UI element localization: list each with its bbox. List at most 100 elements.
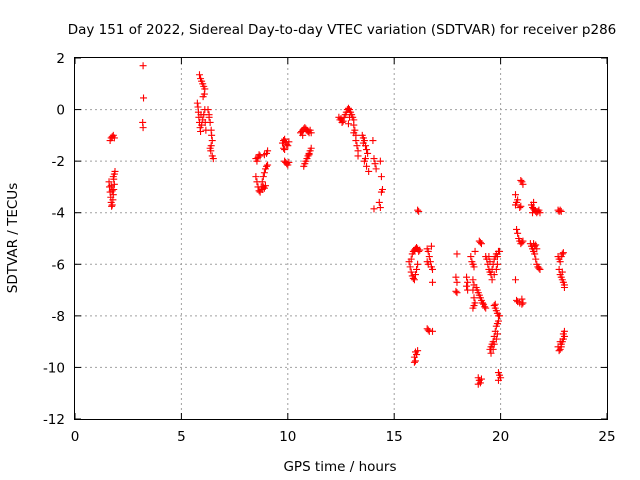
data-point xyxy=(474,380,482,388)
data-point xyxy=(415,207,423,215)
data-point xyxy=(556,206,564,214)
data-point xyxy=(140,94,148,102)
data-point xyxy=(469,276,477,284)
data-point xyxy=(486,258,494,266)
data-point xyxy=(105,183,113,191)
data-point xyxy=(482,304,490,312)
data-point xyxy=(531,250,539,258)
x-axis-label: GPS time / hours xyxy=(283,459,396,475)
data-point xyxy=(511,276,519,284)
data-point xyxy=(471,247,479,255)
data-point xyxy=(209,155,217,163)
data-point xyxy=(376,204,384,212)
grid-layer xyxy=(75,58,607,419)
data-point xyxy=(372,165,380,173)
data-point xyxy=(193,99,201,107)
data-point xyxy=(414,260,422,268)
data-point xyxy=(285,158,293,166)
plot-frame xyxy=(74,57,608,420)
data-point xyxy=(361,155,369,163)
data-point xyxy=(256,152,264,160)
x-tick-label: 25 xyxy=(598,429,615,445)
data-point xyxy=(488,276,496,284)
data-point xyxy=(492,265,500,273)
data-point xyxy=(477,240,485,248)
y-tick-label: -10 xyxy=(43,360,65,376)
data-point xyxy=(416,246,424,254)
data-point xyxy=(453,289,461,297)
data-point xyxy=(517,176,525,184)
data-point xyxy=(199,93,207,101)
data-point xyxy=(453,278,461,286)
data-point xyxy=(536,209,544,217)
data-point xyxy=(467,253,475,261)
data-point xyxy=(377,173,385,181)
data-point xyxy=(284,142,292,150)
data-point xyxy=(206,118,214,126)
data-point xyxy=(530,198,538,206)
data-point xyxy=(208,131,216,139)
data-point xyxy=(514,229,522,237)
data-point xyxy=(375,198,383,206)
data-point xyxy=(517,202,525,210)
data-point xyxy=(491,300,499,308)
data-point xyxy=(476,238,484,246)
data-point xyxy=(464,278,472,286)
data-point xyxy=(364,149,372,157)
y-tick-label: -2 xyxy=(52,154,65,170)
data-point xyxy=(487,349,495,357)
data-point xyxy=(363,146,371,154)
data-point xyxy=(415,247,423,255)
data-point xyxy=(559,330,567,338)
data-point xyxy=(260,151,268,159)
data-point xyxy=(370,205,378,213)
data-point xyxy=(493,260,501,268)
data-point xyxy=(536,265,544,273)
data-point xyxy=(197,127,205,135)
data-point xyxy=(452,273,460,281)
data-point xyxy=(359,139,367,147)
data-point xyxy=(489,345,497,353)
data-point xyxy=(511,191,519,199)
data-point xyxy=(423,258,431,266)
data-point xyxy=(424,326,432,334)
data-point xyxy=(259,173,267,181)
data-point xyxy=(496,312,504,320)
data-point xyxy=(413,265,421,273)
data-point xyxy=(409,274,417,282)
data-point xyxy=(558,268,566,276)
data-point xyxy=(198,121,206,129)
data-point xyxy=(411,357,419,365)
data-point xyxy=(264,161,272,169)
data-point xyxy=(307,129,315,137)
y-tick-label: -4 xyxy=(52,206,65,222)
data-point xyxy=(463,273,471,281)
x-tick-label: 10 xyxy=(279,429,296,445)
data-point xyxy=(111,167,119,175)
data-point xyxy=(469,304,477,312)
data-point xyxy=(494,376,502,384)
data-point xyxy=(285,138,293,146)
data-point xyxy=(344,120,352,128)
data-point xyxy=(346,113,354,121)
data-point xyxy=(425,253,433,261)
data-point xyxy=(414,347,422,355)
data-point xyxy=(529,209,537,217)
data-point xyxy=(252,173,260,181)
data-point xyxy=(557,207,565,215)
data-point xyxy=(556,338,564,346)
data-point xyxy=(376,157,384,165)
data-point xyxy=(559,249,567,257)
data-point xyxy=(558,250,566,258)
data-point xyxy=(139,62,147,70)
data-point xyxy=(427,242,435,250)
data-point xyxy=(519,237,527,245)
data-point xyxy=(377,188,385,196)
data-point xyxy=(264,147,272,155)
data-point xyxy=(429,327,437,335)
data-point xyxy=(518,238,526,246)
data-point xyxy=(556,258,564,266)
data-point xyxy=(110,180,118,188)
data-point xyxy=(519,299,527,307)
